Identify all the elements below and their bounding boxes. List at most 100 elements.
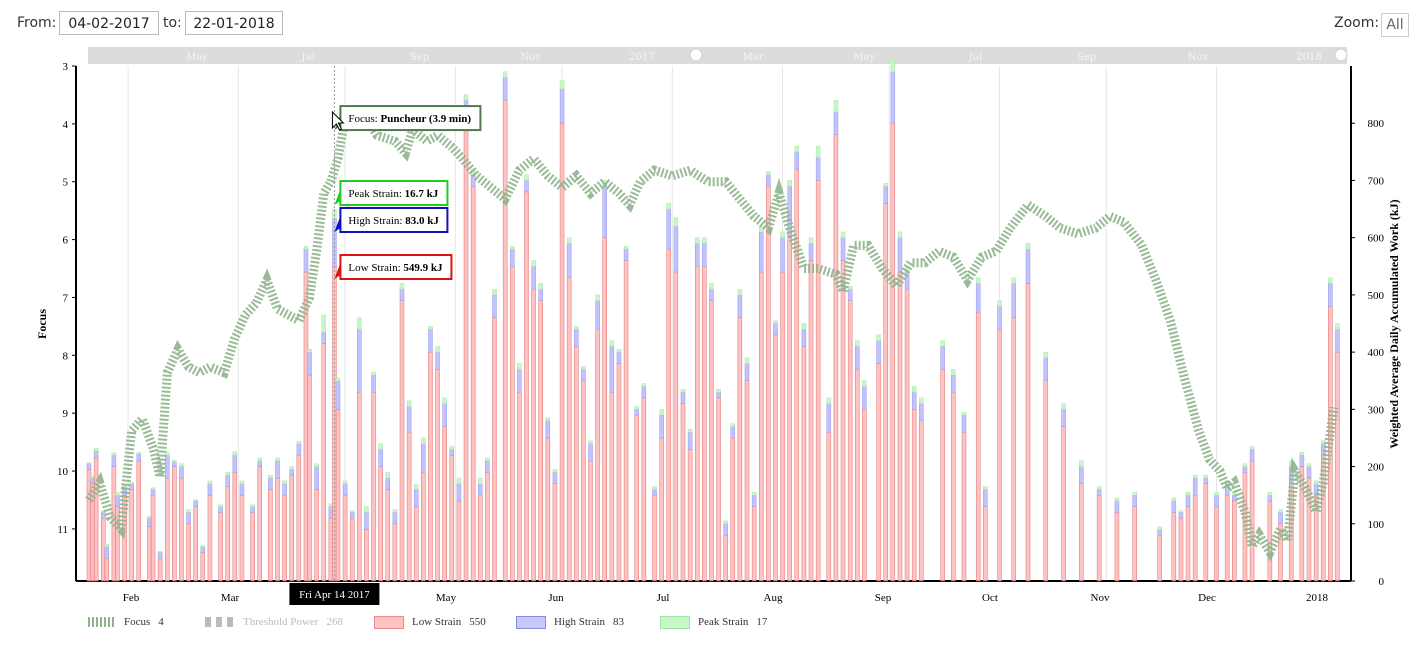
strain-focus-chart[interactable]: May Jul Sep Nov 2017 Mar May Jul Sep Nov 2018 3 4 5 6 7… (0, 44, 1422, 646)
bar-low-strain (552, 483, 558, 582)
bar-low-strain (392, 523, 398, 582)
bar (1224, 480, 1230, 582)
bar-peak-strain (282, 480, 287, 484)
bar (904, 266, 910, 582)
bar-low-strain (545, 437, 551, 582)
x-tick-label: Nov (1091, 592, 1110, 604)
bar-peak-strain (975, 277, 981, 284)
bar-low-strain (659, 437, 664, 582)
bar-high-strain (1278, 512, 1283, 525)
bar-low-strain (321, 343, 326, 582)
bar-peak-strain (716, 389, 721, 393)
bar-peak-strain (435, 346, 440, 353)
bar (150, 487, 156, 582)
legend-focus[interactable]: Focus 4 (88, 616, 164, 628)
navigator-label: Nov (520, 52, 541, 63)
bar-high-strain (773, 323, 778, 336)
bar-peak-strain (737, 288, 743, 296)
bar-high-strain (716, 391, 721, 399)
bar-peak-strain (808, 237, 814, 244)
bar-low-strain (737, 317, 743, 582)
bar-peak-strain (321, 314, 326, 333)
bar-low-strain (157, 557, 163, 582)
bar (538, 283, 543, 582)
bar (115, 492, 120, 582)
zoom-all-button[interactable]: All (1381, 13, 1409, 37)
legend-threshold-power[interactable]: Threshold Power 268 (205, 616, 343, 628)
bar (862, 380, 867, 582)
navigator-handle-left[interactable] (689, 48, 703, 62)
bar-low-strain (602, 237, 607, 582)
bar-high-strain (911, 391, 917, 410)
bar-peak-strain (257, 457, 262, 462)
bar-peak-strain (115, 492, 120, 496)
bar (335, 377, 341, 582)
bar (289, 466, 294, 582)
navigator-label: May (853, 52, 875, 63)
bar (983, 486, 988, 582)
legend-low-strain[interactable]: Low Strain 550 (374, 616, 486, 629)
bar-peak-strain (136, 452, 142, 455)
bar-high-strain (566, 243, 572, 278)
bar-high-strain (588, 443, 593, 462)
bar-high-strain (250, 506, 255, 513)
bar-low-strain (588, 460, 593, 582)
bar-high-strain (193, 500, 198, 507)
right-tick-label: 700 (1368, 175, 1385, 187)
legend-high-label: High Strain (554, 616, 606, 629)
bar-low-strain (510, 266, 515, 582)
navigator-label: Sep (1077, 52, 1096, 63)
to-date-input[interactable]: 22-01-2018 (185, 11, 283, 35)
bar-high-strain (951, 374, 956, 393)
bar (157, 550, 163, 582)
bar-low-strain (897, 271, 903, 582)
bar-high-strain (1203, 477, 1209, 484)
bar (1185, 492, 1191, 582)
bar (911, 386, 917, 582)
bar-peak-strain (652, 486, 657, 490)
bar-high-strain (890, 71, 896, 124)
bar-peak-strain (862, 380, 867, 387)
x-tick-label: Feb (123, 592, 140, 604)
bar (766, 171, 771, 582)
bar-high-strain (150, 489, 156, 496)
bar-low-strain (680, 403, 686, 582)
bar-high-strain (1061, 409, 1066, 427)
bar-peak-strain (751, 492, 757, 496)
bar (581, 366, 586, 582)
bar-high-strain (1299, 454, 1305, 467)
x-tick-label: Jun (548, 592, 564, 604)
bar-high-strain (371, 374, 376, 393)
bar-low-strain (840, 260, 846, 582)
bar (794, 145, 800, 582)
bar (1178, 510, 1184, 582)
bar-peak-strain (442, 397, 447, 404)
legend-high-strain[interactable]: High Strain 83 (516, 616, 624, 629)
navigator-label: Jul (968, 52, 983, 63)
bar-low-strain (435, 369, 440, 582)
bar-peak-strain (545, 417, 551, 422)
bar (808, 237, 814, 582)
bar (876, 334, 881, 582)
bar (588, 440, 593, 582)
bar (840, 231, 846, 582)
bar (449, 446, 455, 582)
bar-high-strain (100, 512, 106, 519)
bar-peak-strain (623, 246, 629, 250)
from-date-input[interactable]: 04-02-2017 (59, 11, 159, 35)
bar (641, 383, 647, 582)
threshold-swatch (205, 617, 235, 628)
bar-high-strain (641, 386, 647, 399)
bar-peak-strain (616, 349, 622, 353)
legend-peak-strain[interactable]: Peak Strain 17 (660, 616, 767, 629)
bar-low-strain (1178, 517, 1184, 582)
bar-low-strain (478, 494, 483, 582)
bar (399, 283, 405, 582)
bar-high-strain (207, 483, 213, 496)
x-tick-label: Jul (657, 592, 670, 604)
bar (122, 484, 127, 582)
bar (207, 480, 213, 582)
navigator-label: Nov (1188, 52, 1209, 63)
navigator-handle-right[interactable] (1334, 48, 1348, 62)
bar-peak-strain (1328, 277, 1333, 284)
